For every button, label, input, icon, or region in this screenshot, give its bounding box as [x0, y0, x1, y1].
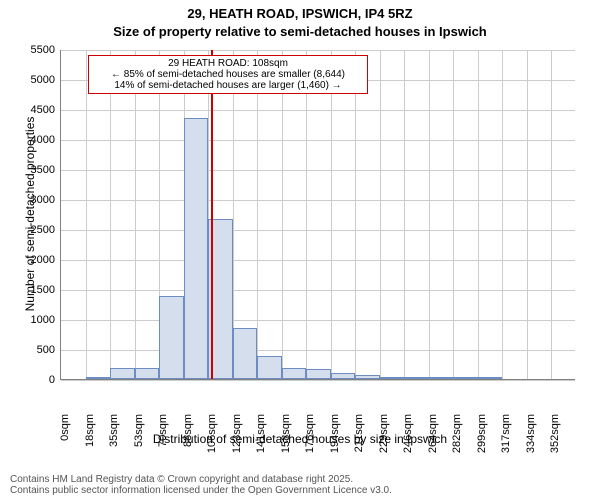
gridline-v — [86, 50, 87, 379]
gridline-v — [135, 50, 136, 379]
gridline-v — [502, 50, 503, 379]
xtick-label: 352sqm — [549, 414, 561, 464]
footer-line2: Contains public sector information licen… — [10, 485, 392, 496]
ytick-label: 3000 — [15, 194, 55, 206]
gridline-h — [61, 170, 575, 171]
histogram-bar — [159, 296, 184, 379]
xtick-label: 176sqm — [304, 414, 316, 464]
ytick-label: 0 — [15, 374, 55, 386]
gridline-v — [282, 50, 283, 379]
xtick-label: 317sqm — [500, 414, 512, 464]
ytick-label: 4000 — [15, 134, 55, 146]
gridline-h — [61, 200, 575, 201]
xtick-label: 53sqm — [133, 414, 145, 464]
ytick-label: 3500 — [15, 164, 55, 176]
ytick-label: 5000 — [15, 74, 55, 86]
histogram-bar — [184, 118, 209, 379]
histogram-bar — [404, 377, 429, 379]
ytick-label: 2000 — [15, 254, 55, 266]
xtick-label: 282sqm — [451, 414, 463, 464]
histogram-bar — [331, 373, 356, 379]
histogram-bar — [110, 368, 135, 379]
xtick-label: 194sqm — [329, 414, 341, 464]
histogram-bar — [429, 377, 454, 379]
gridline-v — [404, 50, 405, 379]
y-axis-label: Number of semi-detached properties — [23, 89, 37, 339]
histogram-bar — [453, 377, 478, 379]
gridline-h — [61, 50, 575, 51]
histogram-bar — [135, 368, 160, 379]
histogram-bar — [257, 356, 282, 379]
gridline-h — [61, 380, 575, 381]
ytick-label: 5500 — [15, 44, 55, 56]
gridline-v — [355, 50, 356, 379]
gridline-v — [110, 50, 111, 379]
footer-line1: Contains HM Land Registry data © Crown c… — [10, 474, 392, 485]
chart-title-line1: 29, HEATH ROAD, IPSWICH, IP4 5RZ — [0, 6, 600, 21]
xtick-label: 35sqm — [108, 414, 120, 464]
gridline-v — [380, 50, 381, 379]
xtick-label: 18sqm — [84, 414, 96, 464]
gridline-v — [429, 50, 430, 379]
histogram-bar — [306, 369, 331, 379]
histogram-bar — [233, 328, 258, 379]
ytick-label: 4500 — [15, 104, 55, 116]
xtick-label: 88sqm — [182, 414, 194, 464]
xtick-label: 0sqm — [59, 414, 71, 464]
gridline-h — [61, 320, 575, 321]
ytick-label: 2500 — [15, 224, 55, 236]
xtick-label: 246sqm — [402, 414, 414, 464]
histogram-bar — [478, 377, 503, 379]
gridline-v — [257, 50, 258, 379]
marker-line — [211, 50, 213, 379]
gridline-v — [551, 50, 552, 379]
gridline-h — [61, 350, 575, 351]
xtick-label: 264sqm — [427, 414, 439, 464]
annotation-box: 29 HEATH ROAD: 108sqm← 85% of semi-detac… — [88, 55, 368, 94]
gridline-v — [478, 50, 479, 379]
plot-area — [60, 50, 575, 380]
xtick-label: 158sqm — [280, 414, 292, 464]
histogram-bar — [282, 368, 307, 379]
chart-container: 29, HEATH ROAD, IPSWICH, IP4 5RZ Size of… — [0, 0, 600, 500]
xtick-label: 106sqm — [206, 414, 218, 464]
gridline-v — [331, 50, 332, 379]
chart-title-line2: Size of property relative to semi-detach… — [0, 24, 600, 39]
annotation-line3: 14% of semi-detached houses are larger (… — [93, 80, 363, 91]
histogram-bar — [355, 375, 380, 379]
xtick-label: 123sqm — [231, 414, 243, 464]
xtick-label: 334sqm — [525, 414, 537, 464]
xtick-label: 211sqm — [353, 414, 365, 464]
gridline-v — [306, 50, 307, 379]
xtick-label: 229sqm — [378, 414, 390, 464]
gridline-v — [453, 50, 454, 379]
ytick-label: 1000 — [15, 314, 55, 326]
annotation-line1: 29 HEATH ROAD: 108sqm — [93, 58, 363, 69]
xtick-label: 141sqm — [255, 414, 267, 464]
histogram-bar — [86, 377, 111, 379]
gridline-h — [61, 290, 575, 291]
histogram-bar — [380, 377, 405, 379]
ytick-label: 1500 — [15, 284, 55, 296]
gridline-h — [61, 260, 575, 261]
gridline-v — [527, 50, 528, 379]
xtick-label: 70sqm — [157, 414, 169, 464]
xtick-label: 299sqm — [476, 414, 488, 464]
ytick-label: 500 — [15, 344, 55, 356]
gridline-h — [61, 110, 575, 111]
footer: Contains HM Land Registry data © Crown c… — [10, 474, 392, 496]
gridline-h — [61, 230, 575, 231]
gridline-h — [61, 140, 575, 141]
annotation-line2: ← 85% of semi-detached houses are smalle… — [93, 69, 363, 80]
